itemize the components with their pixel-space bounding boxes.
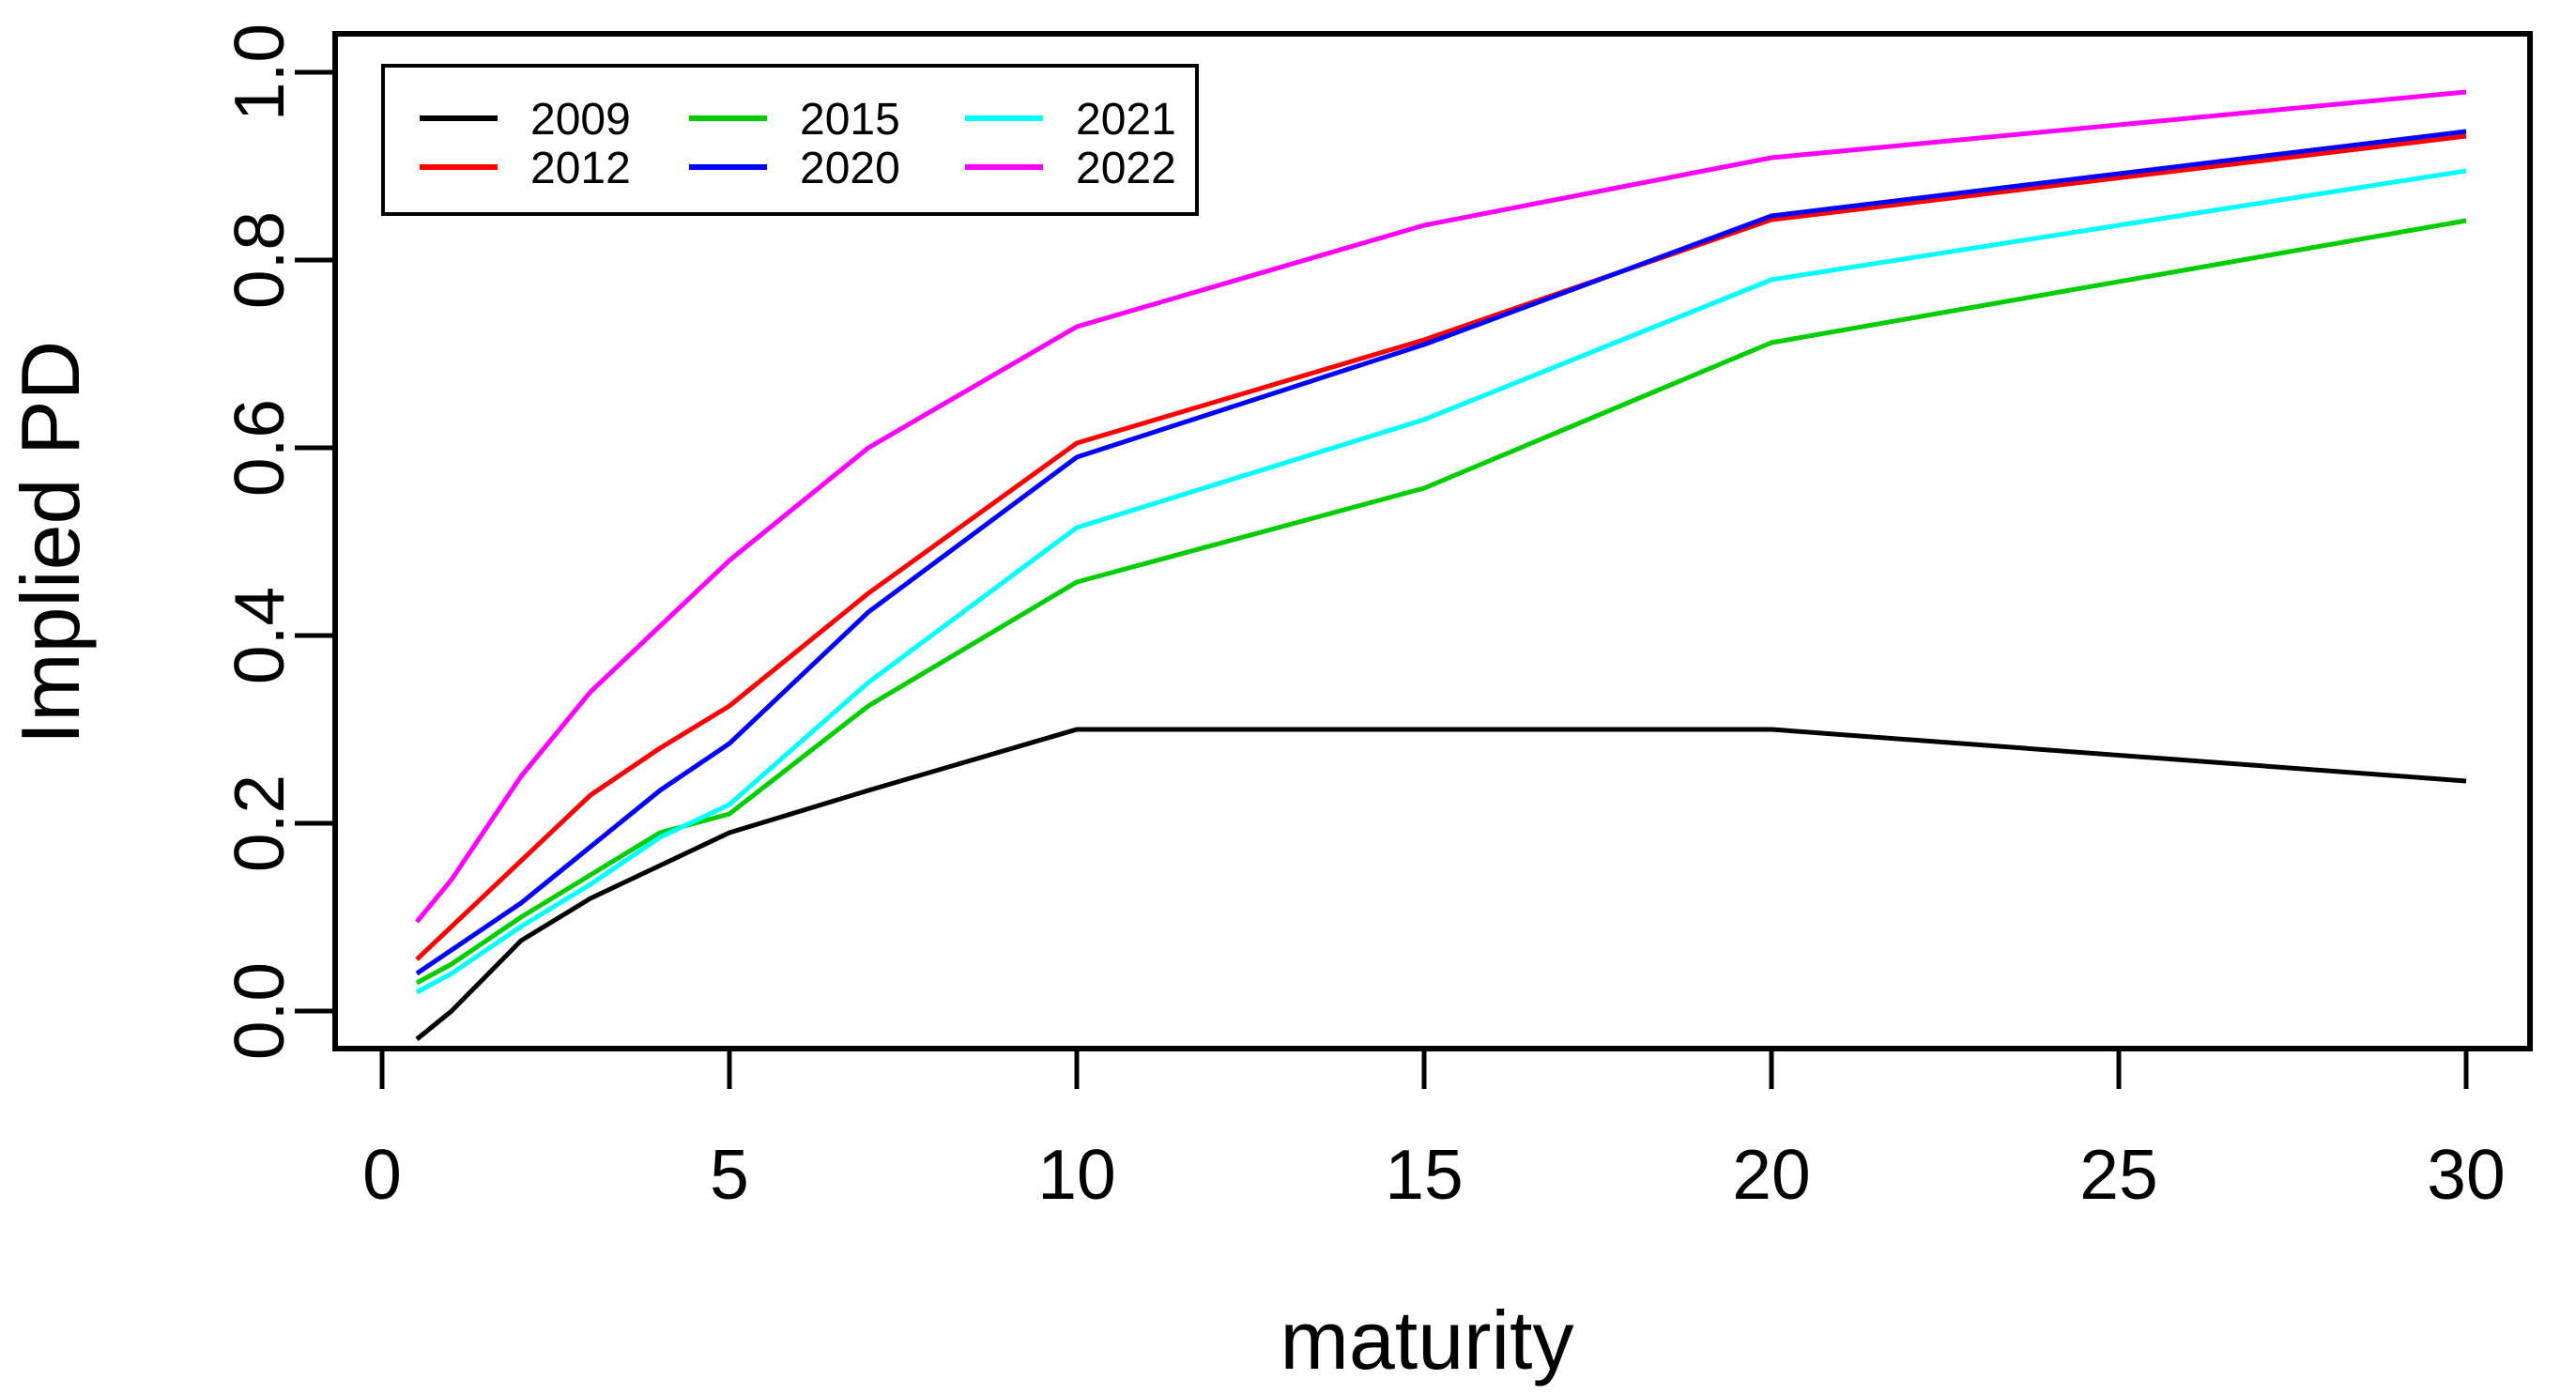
- plot-area-border: [332, 31, 2533, 1051]
- legend-label-2022: 2022: [1076, 144, 1176, 193]
- x-axis-label: maturity: [1280, 1294, 1574, 1387]
- x-tick-label: 5: [710, 1135, 749, 1214]
- y-tick-label: 0.4: [220, 587, 299, 684]
- series-line-2009: [415, 727, 2467, 1041]
- legend-label-2009: 2009: [530, 95, 631, 145]
- x-tick-label: 25: [2079, 1135, 2157, 1214]
- x-tick-label: 20: [1732, 1135, 1810, 1214]
- legend-box: [381, 64, 1199, 216]
- y-axis-label: Implied PD: [4, 341, 97, 744]
- legend-label-2020: 2020: [800, 144, 900, 193]
- series-line-2021: [415, 168, 2467, 995]
- x-axis: 0 5 10 15 20 25 30: [362, 1049, 2506, 1214]
- x-tick-label: 30: [2427, 1135, 2505, 1214]
- y-tick-label: 0.0: [220, 962, 299, 1060]
- y-tick-label: 1.0: [220, 23, 299, 121]
- y-axis: 0.0 0.2 0.4 0.6 0.8 1.0: [220, 23, 335, 1060]
- x-tick-label: 0: [362, 1135, 402, 1214]
- chart-series: [415, 89, 2467, 1041]
- x-tick-label: 10: [1037, 1135, 1115, 1214]
- legend-label-2021: 2021: [1076, 95, 1176, 145]
- series-line-2020: [415, 129, 2467, 976]
- series-line-2015: [415, 218, 2467, 986]
- y-tick-label: 0.6: [220, 399, 299, 497]
- legend-label-2015: 2015: [800, 95, 900, 145]
- y-tick-label: 0.8: [220, 211, 299, 309]
- legend-label-2012: 2012: [530, 144, 631, 193]
- series-line-2022: [415, 89, 2467, 924]
- x-tick-label: 15: [1385, 1135, 1463, 1214]
- y-tick-label: 0.2: [220, 774, 299, 872]
